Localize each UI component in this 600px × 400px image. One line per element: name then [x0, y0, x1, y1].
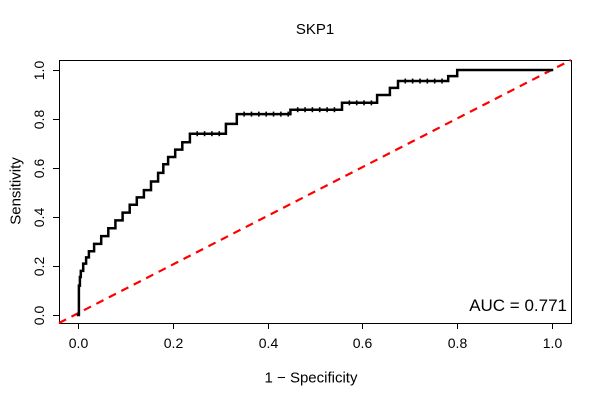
chart-title: SKP1 [295, 21, 335, 38]
y-axis-label: Sensitivity [7, 157, 25, 225]
x-tick-label: 0.6 [353, 335, 373, 351]
x-axis-label: 1 − Specificity [264, 369, 358, 387]
y-tick-label: 0.8 [31, 110, 47, 130]
plot-box [59, 60, 572, 324]
x-tick-label: 1.0 [543, 335, 563, 351]
x-tick-label: 0.8 [448, 335, 468, 351]
x-tick-label: 0.0 [69, 335, 89, 351]
y-tick-label: 1.0 [31, 61, 47, 81]
y-tick-label: 0.2 [31, 257, 47, 277]
x-tick-label: 0.4 [259, 335, 279, 351]
y-tick-label: 0.4 [31, 208, 47, 228]
y-tick-label: 0.6 [31, 159, 47, 179]
roc-plateau-point-marks [196, 78, 443, 137]
x-tick-label: 0.2 [164, 335, 184, 351]
chance-diagonal-line [58, 59, 572, 324]
y-tick-label: 0.0 [31, 306, 47, 326]
auc-annotation: AUC = 0.771 [469, 296, 567, 315]
